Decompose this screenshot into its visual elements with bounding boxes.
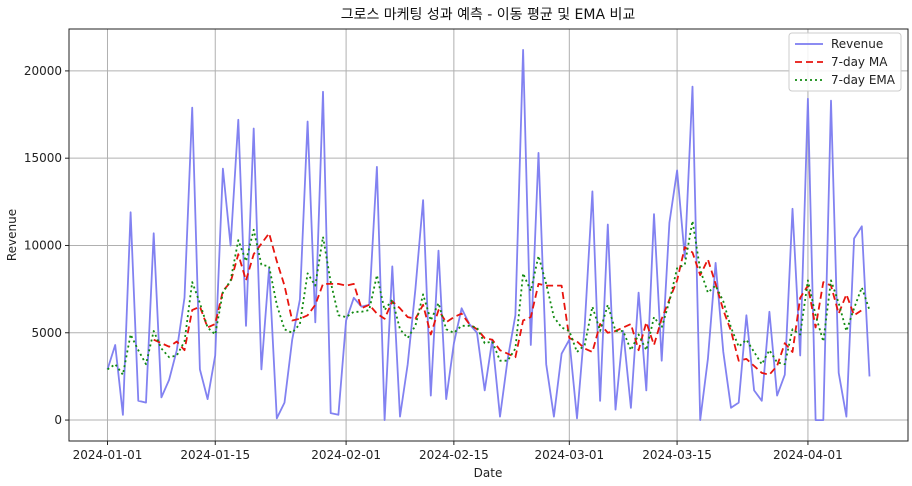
y-axis-label: Revenue xyxy=(5,209,19,261)
x-tick-label: 2024-03-15 xyxy=(642,448,712,462)
series-line-7-day-ma xyxy=(153,232,863,376)
legend-label: 7-day MA xyxy=(831,55,888,69)
y-axis-ticks: 0 5000 10000 15000 20000 xyxy=(24,64,69,427)
x-tick-label: 2024-01-15 xyxy=(180,448,250,462)
plot-frame xyxy=(68,28,909,442)
x-axis-label: Date xyxy=(474,466,503,480)
y-tick-label: 0 xyxy=(54,413,62,427)
chart-title: 그로스 마케팅 성과 예측 - 이동 평균 및 EMA 비교 xyxy=(341,7,636,23)
y-tick-label: 5000 xyxy=(31,326,62,340)
legend-label: Revenue xyxy=(831,37,883,51)
legend: Revenue 7-day MA 7-day EMA xyxy=(788,32,902,92)
series-layer xyxy=(106,49,871,422)
x-tick-label: 2024-03-01 xyxy=(534,448,604,462)
x-tick-label: 2024-01-01 xyxy=(73,448,143,462)
x-axis-ticks: 2024-01-01 2024-01-15 2024-02-01 2024-02-15… xyxy=(73,441,843,462)
x-tick-label: 2024-02-01 xyxy=(311,448,381,462)
legend-box xyxy=(788,32,902,92)
y-tick-label: 10000 xyxy=(24,238,62,252)
y-tick-label: 20000 xyxy=(24,64,62,78)
legend-label: 7-day EMA xyxy=(831,73,896,87)
x-tick-label: 2024-04-01 xyxy=(773,448,843,462)
series-line-7-day-ema xyxy=(106,220,871,376)
series-line-revenue xyxy=(106,49,871,422)
y-tick-label: 15000 xyxy=(24,151,62,165)
x-tick-label: 2024-02-15 xyxy=(419,448,489,462)
